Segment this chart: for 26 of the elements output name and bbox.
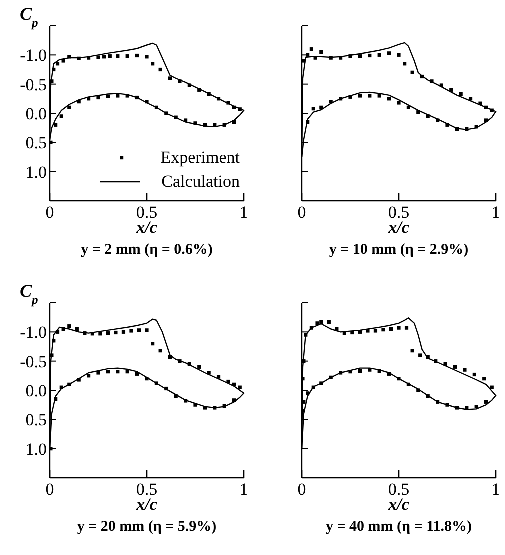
text: y = 10 mm (η = 2.9%) <box>329 242 469 258</box>
legend-label: Experiment <box>160 148 240 167</box>
y-tick-label: -1.0 <box>20 46 47 66</box>
x-tick-label: 1 <box>492 480 500 499</box>
x-tick-label: 0 <box>46 480 54 499</box>
y-axis-title: C$_{p}$ <box>20 4 38 30</box>
x-tick-label: 0 <box>298 203 306 222</box>
x-tick-label: 0 <box>46 203 54 222</box>
y-tick-label: -0.5 <box>20 352 47 372</box>
x-tick-label: 1 <box>240 203 248 222</box>
x-tick-label: 1 <box>240 480 248 499</box>
text: y = 20 mm (η = 5.9%) <box>77 519 217 535</box>
legend-label: Calculation <box>162 172 240 191</box>
text: y = 40 mm (η = 11.8%) <box>326 519 472 535</box>
y-tick-label: -0.5 <box>20 75 47 94</box>
y-tick-label: 1.0 <box>26 440 47 459</box>
y-tick-label: 0.5 <box>26 134 47 153</box>
y-tick-label: -1.0 <box>20 323 47 342</box>
y-tick-label: 1.0 <box>26 162 47 182</box>
y-axis-title: C$_{p}$ <box>20 281 38 307</box>
y-tick-label: 0.0 <box>26 381 47 400</box>
x-tick-label: 1 <box>492 203 500 222</box>
y-tick-label: 0.0 <box>26 104 47 124</box>
x-tick-label: 0 <box>298 480 306 499</box>
text: y = 2 mm (η = 0.6%) <box>81 242 213 258</box>
y-tick-label: 0.5 <box>26 410 47 430</box>
